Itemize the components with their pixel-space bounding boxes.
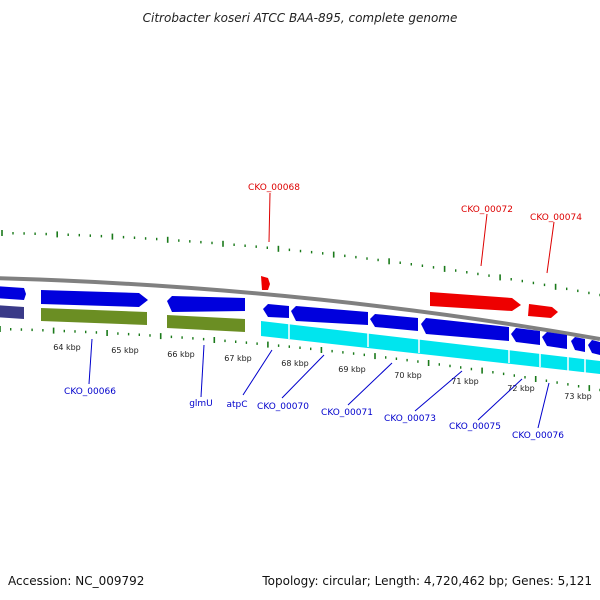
- topology-text: Topology: circular; Length: 4,720,462 bp…: [261, 574, 592, 588]
- label-leader: [200, 344, 205, 398]
- label-leader: [268, 192, 271, 243]
- scale-label: 66 kbp: [167, 350, 195, 359]
- label-leader: [546, 221, 555, 274]
- label-leader: [242, 349, 273, 396]
- gene-label[interactable]: glmU: [189, 399, 213, 409]
- gene-cko-00073[interactable]: [421, 318, 509, 341]
- gene-cko-00068[interactable]: [261, 276, 270, 290]
- gene-cko-00065[interactable]: [0, 286, 26, 300]
- feature-band-dividers: [288, 324, 586, 373]
- label-leader: [281, 354, 325, 399]
- label-leader: [347, 362, 393, 406]
- feature-band-olive: [41, 308, 147, 325]
- gene-label[interactable]: CKO_00072: [461, 205, 513, 215]
- feature-band-cyan: [261, 321, 600, 374]
- gene-cko-00078[interactable]: [588, 340, 600, 355]
- gene-label[interactable]: CKO_00068: [248, 183, 300, 193]
- accession-text: Accession: NC_009792: [8, 574, 144, 588]
- gene-cko-00072[interactable]: [430, 292, 521, 311]
- gene-cko-00076[interactable]: [542, 332, 567, 349]
- scale-label: 72 kbp: [507, 384, 535, 393]
- feature-band-olive: [167, 315, 245, 332]
- feature-band-slate: [0, 305, 24, 319]
- genome-title: Citrobacter koseri ATCC BAA-895, complet…: [143, 11, 458, 25]
- scale-label: 64 kbp: [53, 343, 81, 352]
- scale-label: 67 kbp: [224, 354, 252, 363]
- scale-label: 73 kbp: [564, 392, 592, 401]
- scale-label: 68 kbp: [281, 359, 309, 368]
- gene-cko-00070[interactable]: [291, 306, 368, 325]
- gene-label[interactable]: CKO_00070: [257, 402, 309, 412]
- label-leader: [88, 338, 93, 385]
- gene-label[interactable]: CKO_00074: [530, 213, 582, 223]
- label-leader: [537, 382, 550, 429]
- gene-glmu[interactable]: [167, 296, 245, 312]
- label-leader: [477, 378, 523, 421]
- lower-tick-ring: [0, 326, 600, 392]
- gene-cko-00075[interactable]: [511, 328, 540, 345]
- gene-label[interactable]: atpC: [226, 400, 247, 410]
- scale-label: 70 kbp: [394, 371, 422, 380]
- upper-tick-ring: [1, 230, 600, 297]
- gene-cko-00077[interactable]: [571, 337, 585, 352]
- gene-label[interactable]: CKO_00073: [384, 414, 436, 424]
- label-leader: [480, 213, 488, 267]
- scale-label: 71 kbp: [451, 377, 479, 386]
- gene-cko-00066[interactable]: [41, 290, 148, 307]
- gene-label[interactable]: CKO_00075: [449, 422, 501, 432]
- genome-backbone: [0, 276, 600, 341]
- gene-label[interactable]: CKO_00066: [64, 387, 116, 397]
- label-leader: [414, 370, 463, 412]
- gene-atpc[interactable]: [263, 304, 289, 318]
- scale-label: 69 kbp: [338, 365, 366, 374]
- gene-label[interactable]: CKO_00071: [321, 408, 373, 418]
- gene-cko-00071[interactable]: [370, 314, 418, 331]
- gene-cko-00074[interactable]: [528, 304, 558, 318]
- gene-label[interactable]: CKO_00076: [512, 431, 564, 441]
- scale-label: 65 kbp: [111, 346, 139, 355]
